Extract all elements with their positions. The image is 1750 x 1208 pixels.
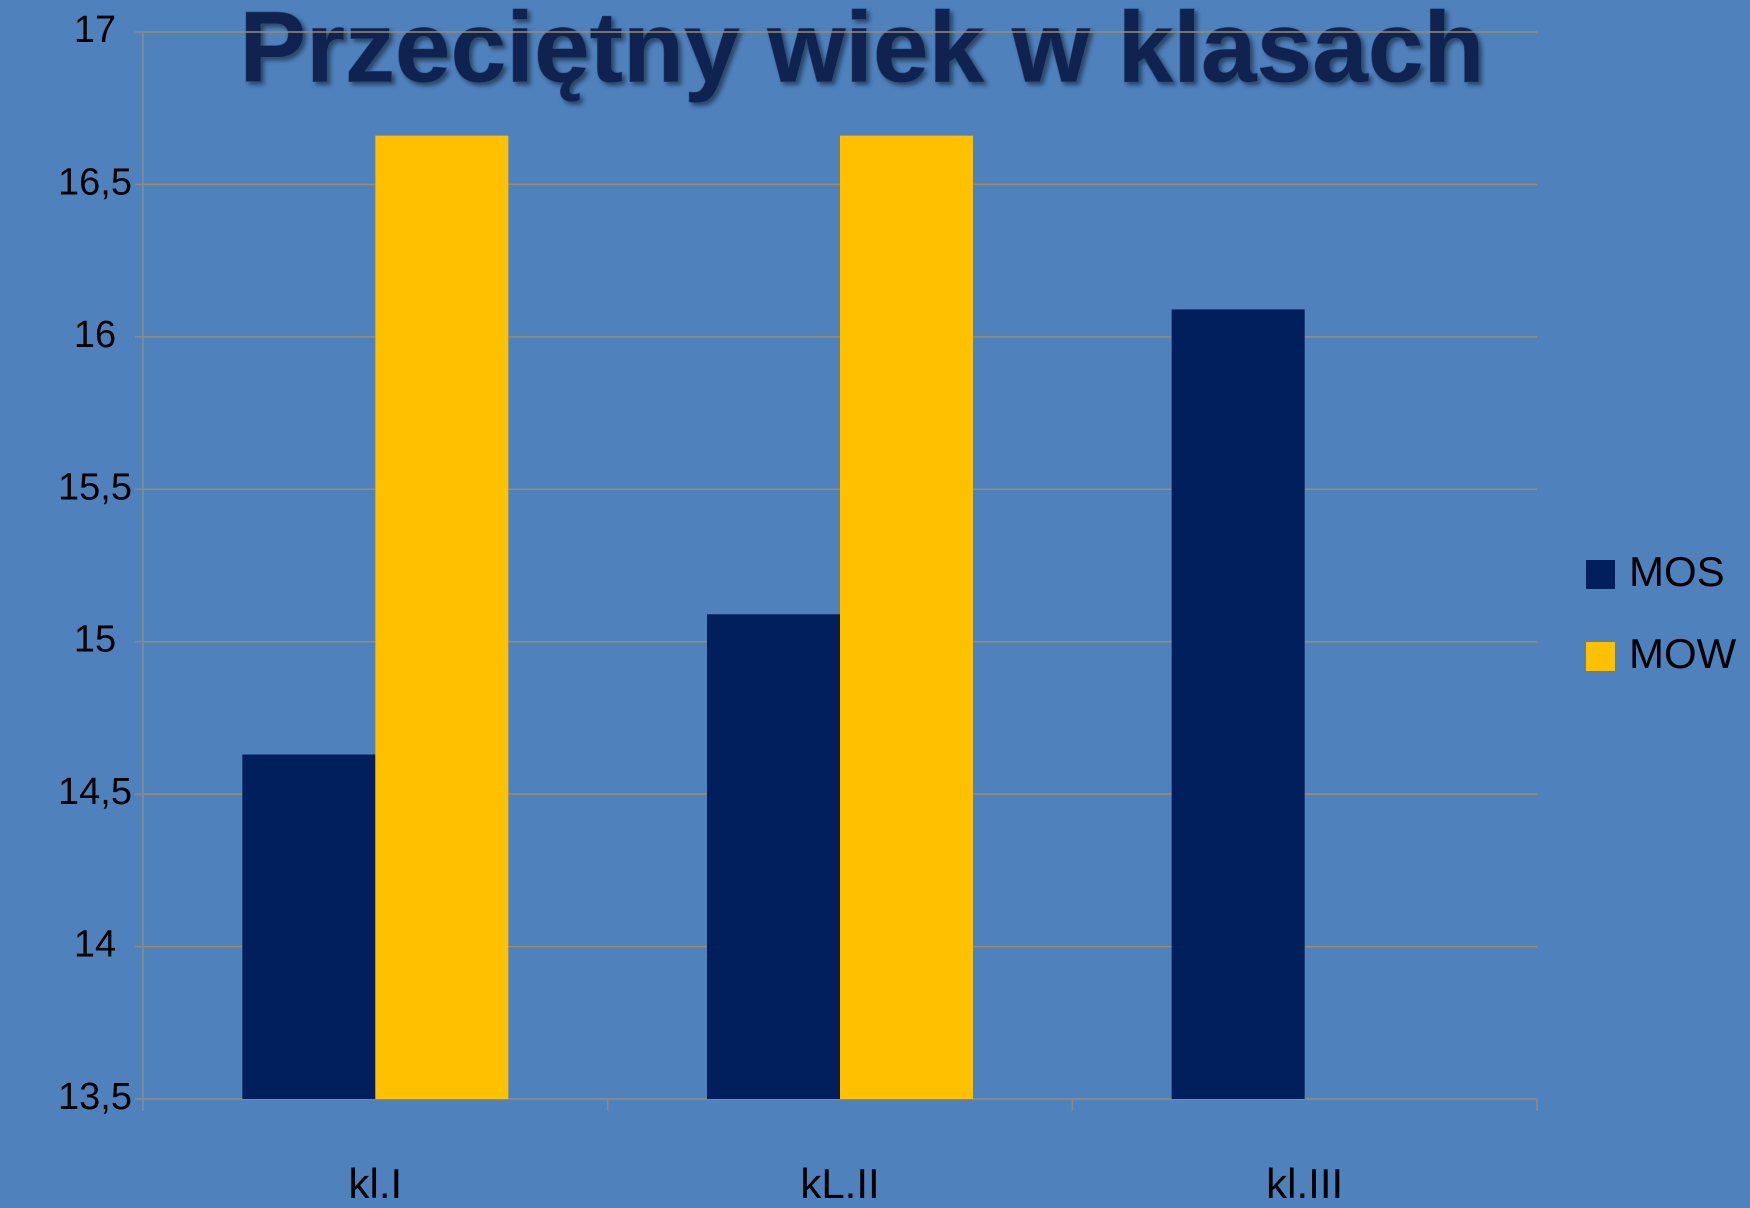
bar bbox=[242, 754, 376, 1099]
bar bbox=[840, 135, 973, 1099]
y-tick-label: 15,5 bbox=[58, 466, 132, 508]
y-tick-label: 13,5 bbox=[58, 1076, 132, 1118]
y-tick-label: 14,5 bbox=[58, 771, 132, 813]
x-tick-label: kl.I bbox=[348, 1160, 402, 1207]
bar bbox=[375, 135, 509, 1099]
legend-swatch bbox=[1586, 560, 1615, 589]
legend-swatch bbox=[1586, 642, 1615, 671]
bar bbox=[1171, 309, 1305, 1099]
y-tick-label: 15 bbox=[74, 619, 116, 661]
y-tick-label: 17 bbox=[74, 9, 116, 51]
legend-label: MOS bbox=[1629, 548, 1725, 595]
y-tick-label: 16 bbox=[74, 314, 116, 356]
x-tick-label: kl.III bbox=[1266, 1160, 1343, 1207]
legend-label: MOW bbox=[1629, 630, 1737, 677]
chart-title: Przeciętny wiek w klasach bbox=[239, 0, 1484, 103]
y-tick-label: 14 bbox=[74, 924, 116, 966]
bar bbox=[707, 614, 840, 1099]
y-tick-label: 16,5 bbox=[58, 161, 132, 203]
x-tick-label: kL.II bbox=[800, 1160, 879, 1207]
